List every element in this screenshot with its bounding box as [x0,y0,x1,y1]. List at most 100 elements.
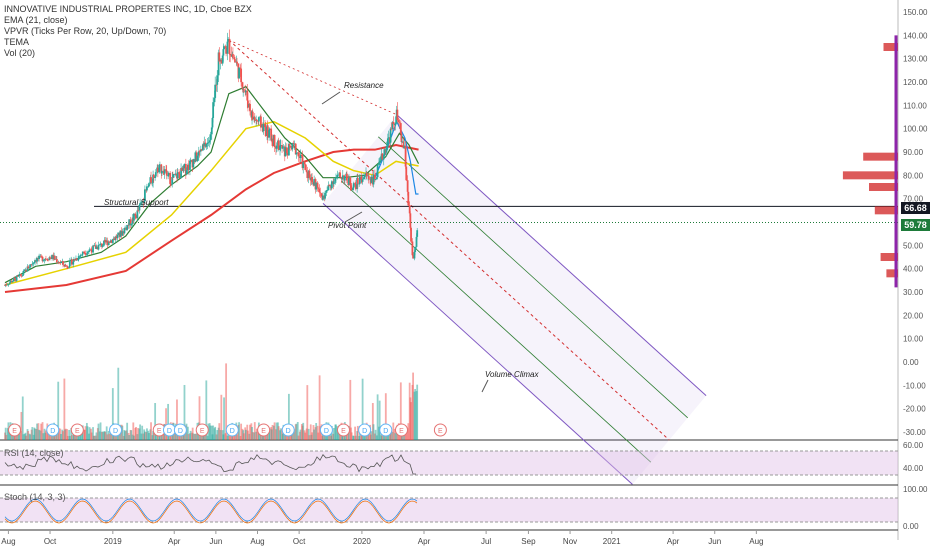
volume-bar [291,433,294,440]
candle-body [380,156,382,161]
volume-bar [152,432,155,440]
candle-body [141,201,144,203]
event-marker-label: E [157,428,162,435]
pitchfork-inner-line [378,136,688,419]
candle-body [218,52,221,62]
volume-bar [249,424,251,440]
volume-bar [371,403,374,440]
candle-body [242,89,245,91]
candle-body [86,252,89,254]
event-marker-label: E [200,428,205,435]
candle-body [8,282,11,285]
candle-body [116,234,119,239]
volume-bar [394,433,397,440]
legend-tema[interactable]: TEMA [4,37,30,47]
candle-body [208,140,211,143]
volume-bar [251,432,254,440]
candle-body [317,187,320,189]
legend-vol[interactable]: Vol (20) [4,48,36,58]
candle-body [340,177,343,179]
candle-body [167,175,170,177]
y-tick-label: 80.00 [903,171,924,180]
volume-bar [117,367,120,440]
candle-body [300,154,303,157]
volume-bar [22,434,25,440]
candle-body [247,100,249,108]
volume-bar [176,399,178,440]
candle-body [326,190,329,191]
pitchfork-handle-line [228,39,397,116]
candle-body [302,162,305,169]
candle-body [217,52,220,76]
volume-bar [63,378,66,440]
volume-bar [176,433,179,440]
candle-body [415,236,418,247]
candle-body [97,244,100,250]
volume-bar [165,434,168,440]
candle-body [93,245,96,247]
candle-body [178,172,180,174]
candle-body [146,186,148,191]
candle-body [363,177,365,180]
volume-bar [216,430,219,440]
volume-bar [209,425,212,440]
candle-body [319,192,322,194]
annotation-resistance: Resistance [344,81,384,90]
event-marker-label: E [75,428,80,435]
volume-bar [308,435,311,440]
volume-bar [350,432,353,440]
candle-body [25,269,28,272]
candle-body [352,183,355,188]
volume-bar [47,432,49,440]
volume-bar [319,426,322,440]
candle-body [334,178,337,182]
volume-bar [376,394,379,440]
pitchfork-inner-line [341,180,652,463]
legend-vpvr[interactable]: VPVR (Ticks Per Row, 20, Up/Down, 70) [4,26,167,36]
stoch-panel-title[interactable]: Stoch (14, 3, 3) [4,492,66,502]
stoch-tick-label: 100.00 [903,485,928,494]
volume-bar [41,422,44,440]
candle-body [291,142,294,150]
volume-bar [317,432,320,440]
candle-body [133,213,135,221]
candle-body [251,111,254,120]
candle-body [294,143,297,155]
volume-bar [299,429,302,440]
volume-bar [38,429,41,440]
volume-bar [31,427,34,440]
legend-ema[interactable]: EMA (21, close) [4,15,68,25]
earnings-marker [336,423,350,437]
candle-body [46,259,49,260]
candle-body [341,178,344,180]
volume-bar [341,435,344,440]
volume-bar [25,435,28,440]
candle-body [203,142,206,146]
volume-bar [392,422,395,440]
candle-body [409,213,412,228]
candle-body [104,239,107,243]
stoch-k-line [4,498,418,522]
candle-body [152,174,155,178]
x-tick-label: Nov [563,537,577,546]
candle-body [79,255,81,257]
candle-body [301,156,304,169]
volume-bar [390,431,393,440]
resistance-price-tag: 66.68 [901,202,930,214]
volume-bar [262,435,265,440]
volume-bar [143,431,146,440]
candle-body [288,144,291,146]
volume-bar [244,429,247,440]
candle-body [167,172,170,176]
candle-body [293,143,296,145]
legend-title[interactable]: INNOVATIVE INDUSTRIAL PROPERTES INC, 1D,… [4,4,252,14]
candle-body [282,146,285,148]
rsi-panel-title[interactable]: RSI (14, close) [4,448,64,458]
candle-body [376,164,379,178]
candle-body [266,125,269,138]
candle-body [239,67,242,69]
candle-body [387,137,390,139]
candle-body [410,227,412,242]
volume-bar [165,408,167,440]
volume-bar [374,429,377,440]
